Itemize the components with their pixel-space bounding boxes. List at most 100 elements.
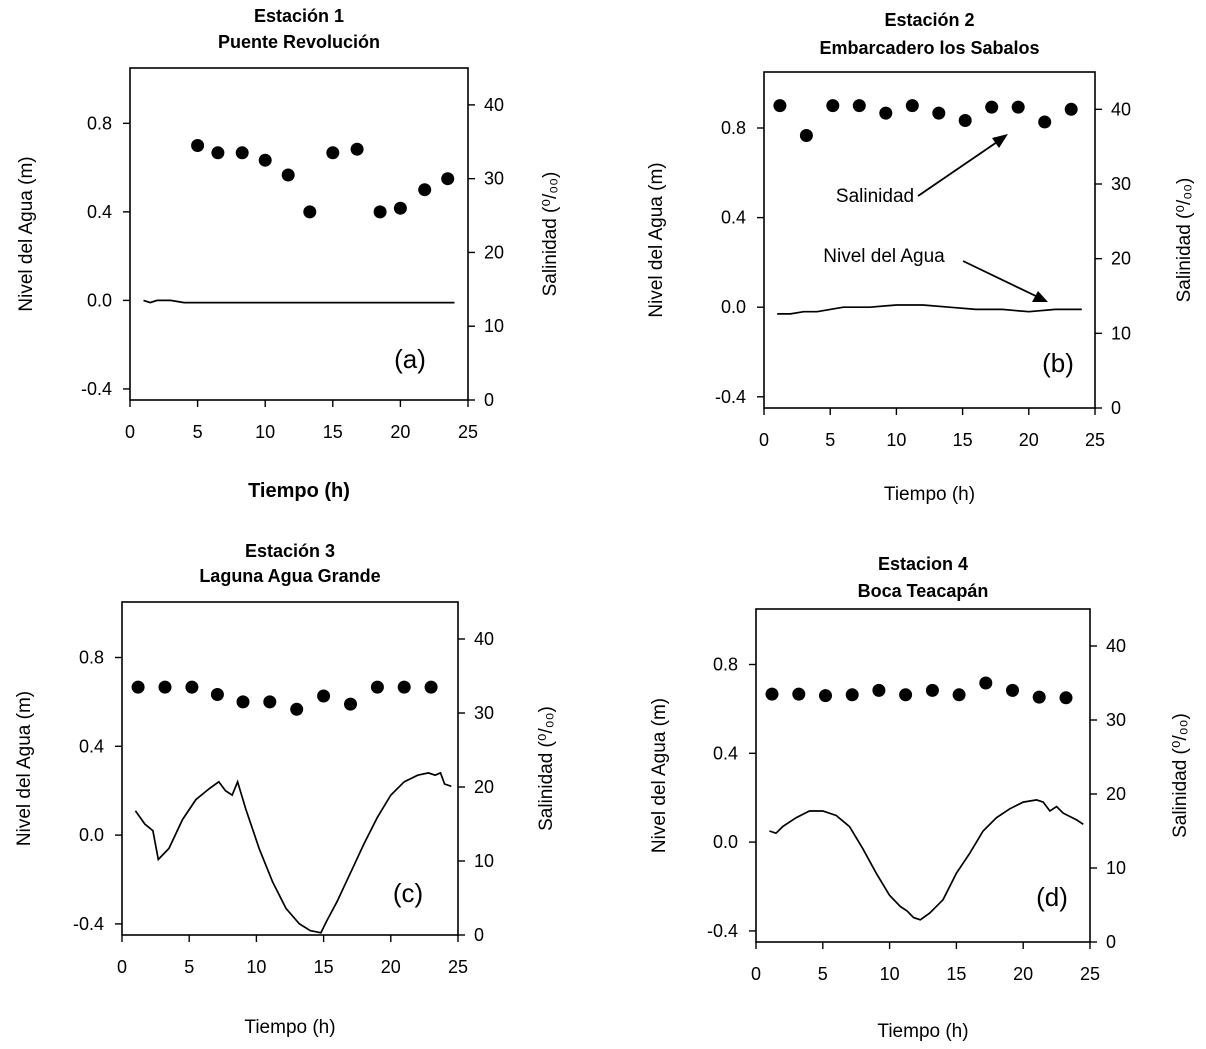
y2-tick-label: 20	[1106, 784, 1126, 804]
y2-tick-label: 0	[484, 390, 494, 410]
arrow-head	[1032, 291, 1048, 302]
salinity-point	[441, 172, 455, 186]
salinity-point	[263, 695, 277, 709]
arrow-head	[992, 134, 1008, 148]
salinity-point	[985, 100, 999, 114]
x-axis-label: Tiempo (h)	[877, 1021, 968, 1042]
annotation-salinidad: Salinidad	[836, 186, 914, 207]
salinity-point	[852, 99, 866, 113]
x-tick-label: 10	[246, 957, 266, 977]
x-tick-label: 20	[1013, 964, 1033, 984]
y2-axis-label: Salinidad (⁰/₀₀)	[1170, 713, 1191, 838]
x-tick-label: 0	[751, 964, 761, 984]
x-tick-label: 20	[381, 957, 401, 977]
y-tick-label: 0.8	[713, 655, 738, 675]
y-tick-label: 0.0	[87, 290, 112, 310]
water-level-line	[134, 771, 452, 934]
salinity-point	[958, 114, 972, 127]
y2-tick-label: 30	[484, 169, 504, 189]
y2-tick-label: 10	[484, 316, 504, 336]
y2-axis-label: Salinidad (⁰/₀₀)	[536, 706, 557, 831]
y-tick-label: 0.4	[713, 743, 738, 763]
salinity-point	[1038, 115, 1052, 129]
y-axis-label: Nivel del Agua (m)	[646, 162, 667, 317]
x-tick-label: 10	[255, 422, 275, 442]
y-tick-label: 0.4	[87, 202, 112, 222]
x-axis-label: Tiempo (h)	[884, 484, 975, 505]
salinity-point	[792, 687, 806, 701]
y-tick-label: 0.8	[79, 648, 104, 668]
x-tick-label: 25	[1080, 964, 1100, 984]
x-tick-label: 0	[759, 430, 769, 450]
salinity-point	[925, 683, 939, 697]
annotation-nivel: Nivel del Agua	[823, 246, 945, 267]
x-tick-label: 5	[818, 964, 828, 984]
salinity-point	[370, 680, 384, 694]
salinity-point	[952, 688, 966, 702]
x-tick-label: 15	[323, 422, 343, 442]
chart-title-line-1: Estación 1	[254, 6, 344, 26]
y2-tick-label: 40	[1111, 99, 1131, 119]
water-level-line	[769, 799, 1084, 921]
salinity-point	[1064, 102, 1078, 116]
panel-label: (d)	[1036, 882, 1068, 912]
x-tick-label: 10	[886, 430, 906, 450]
chart-title-line-2: Puente Revolución	[218, 32, 380, 52]
plot-frame	[129, 67, 469, 401]
chart-title-line-1: Estacion 4	[878, 554, 968, 574]
x-tick-label: 15	[314, 957, 334, 977]
annotation-arrow	[962, 260, 1041, 299]
x-tick-label: 25	[1085, 430, 1105, 450]
salinity-point	[979, 676, 993, 690]
y2-tick-label: 10	[474, 851, 494, 871]
y-tick-label: 0.0	[79, 825, 104, 845]
salinity-point	[290, 702, 304, 716]
salinity-point	[281, 168, 295, 182]
salinity-point	[185, 680, 199, 694]
salinity-point	[373, 205, 387, 219]
y-tick-label: 0.4	[721, 208, 746, 228]
y-axis-label: Nivel del Agua (m)	[649, 698, 670, 853]
x-tick-label: 15	[953, 430, 973, 450]
salinity-point	[845, 688, 859, 702]
y-tick-label: 0.8	[721, 118, 746, 138]
y-tick-label: 0.0	[713, 832, 738, 852]
salinity-point	[1006, 683, 1019, 697]
x-tick-label: 5	[193, 422, 203, 442]
x-tick-label: 0	[125, 422, 135, 442]
x-axis-label: Tiempo (h)	[244, 1017, 335, 1038]
salinity-point	[131, 680, 145, 694]
y2-tick-label: 40	[484, 95, 504, 115]
y2-tick-label: 0	[474, 925, 484, 945]
salinity-point	[932, 106, 946, 120]
salinity-point	[1032, 690, 1046, 704]
salinity-point	[397, 680, 411, 694]
salinity-point	[905, 99, 919, 113]
y2-tick-label: 40	[474, 629, 494, 649]
x-tick-label: 25	[448, 957, 468, 977]
chart-title-line-2: Laguna Agua Grande	[199, 566, 380, 586]
plot-frame	[755, 608, 1091, 943]
y2-tick-label: 30	[1106, 710, 1126, 730]
salinity-point	[819, 689, 832, 703]
salinity-point	[303, 205, 317, 219]
y2-tick-label: 0	[1111, 398, 1121, 418]
salinity-point	[1059, 691, 1073, 705]
salinity-point	[211, 146, 225, 160]
salinity-point	[350, 142, 364, 156]
y-tick-label: -0.4	[81, 379, 112, 399]
panel-label: (b)	[1042, 348, 1074, 378]
y2-tick-label: 40	[1106, 636, 1126, 656]
salinity-point	[191, 139, 205, 152]
y2-tick-label: 20	[1111, 249, 1131, 269]
x-tick-label: 0	[117, 957, 127, 977]
x-tick-label: 25	[458, 422, 478, 442]
y-tick-label: -0.4	[707, 921, 738, 941]
salinity-point	[899, 688, 913, 702]
salinity-point	[418, 183, 432, 197]
salinity-point	[235, 146, 249, 160]
salinity-point	[765, 687, 779, 701]
chart-title-line-1: Estación 3	[245, 541, 335, 561]
x-tick-label: 5	[184, 957, 194, 977]
y2-tick-label: 10	[1111, 323, 1131, 343]
